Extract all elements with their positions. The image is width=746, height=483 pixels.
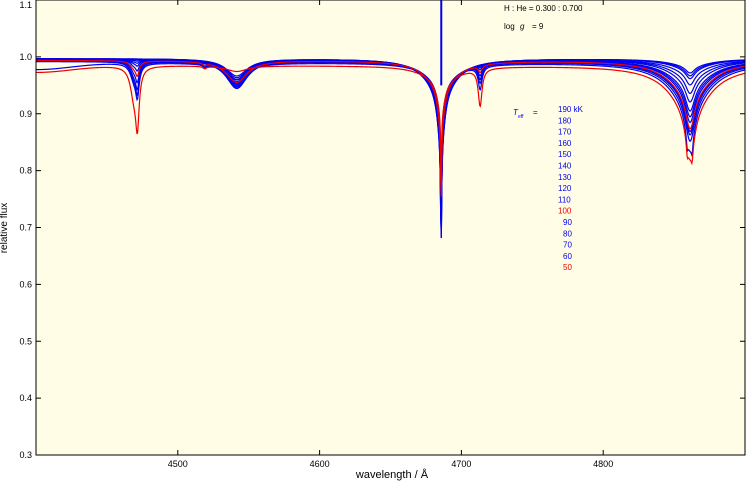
legend: 190 kK 180 170 160 150 140 130 120 110 100 90 80 70 6…	[558, 105, 584, 272]
composition-annotation: H : He = 0.300 : 0.700	[504, 4, 583, 13]
legend-entry: 180	[558, 116, 572, 125]
y-tick-label: 0.5	[19, 336, 32, 346]
gravity-symbol: g	[520, 22, 525, 31]
y-tick-label: 1.0	[19, 52, 32, 62]
teff-label: T eff =	[513, 108, 538, 120]
series-line-100	[36, 59, 746, 197]
teff-equals: =	[533, 108, 538, 117]
gravity-prefix: log	[504, 22, 515, 31]
y-tick-label: 1.1	[19, 0, 32, 10]
series-line-60	[36, 63, 746, 172]
y-axis: 0.3 0.4 0.5 0.6 0.7 0.8 0.9 1.0 1.1	[19, 0, 745, 460]
x-tick-label: 4700	[451, 459, 471, 469]
x-tick-label: 4600	[310, 459, 330, 469]
plot-background	[36, 0, 745, 455]
series-line-50	[36, 65, 746, 166]
legend-entry: 170	[558, 128, 572, 137]
legend-entry: 60	[563, 252, 572, 261]
y-tick-label: 0.7	[19, 223, 32, 233]
spectrum-curves	[35, 0, 746, 238]
y-tick-label: 0.9	[19, 109, 32, 119]
y-tick-label: 0.6	[19, 279, 32, 289]
legend-entry: 160	[558, 139, 572, 148]
y-tick-label: 0.8	[19, 166, 32, 176]
legend-entry: 50	[563, 263, 572, 272]
legend-entry: 110	[558, 195, 571, 204]
legend-entry: 80	[563, 229, 572, 238]
legend-entry: 140	[558, 162, 572, 171]
teff-subscript: eff	[518, 114, 524, 120]
legend-entry: 130	[558, 173, 572, 182]
y-tick-label: 0.4	[19, 393, 32, 403]
legend-entry: 90	[563, 218, 572, 227]
gravity-annotation: log g = 9	[504, 22, 544, 31]
gravity-value: = 9	[532, 22, 544, 31]
y-tick-label: 0.3	[19, 450, 32, 460]
x-axis: 4500 4600 4700 4800	[168, 0, 613, 469]
teff-symbol: T	[513, 108, 519, 117]
legend-entry: 150	[558, 150, 572, 159]
y-axis-label: relative flux	[0, 203, 10, 254]
x-tick-label: 4800	[593, 459, 613, 469]
legend-entry: 190 kK	[558, 105, 584, 114]
series-line-70	[36, 61, 746, 179]
legend-entry: 70	[563, 241, 572, 250]
x-axis-label: wavelength / Å	[355, 468, 429, 481]
legend-entry: 120	[558, 184, 572, 193]
legend-entry: 100	[558, 207, 572, 216]
x-tick-label: 4500	[168, 459, 188, 469]
